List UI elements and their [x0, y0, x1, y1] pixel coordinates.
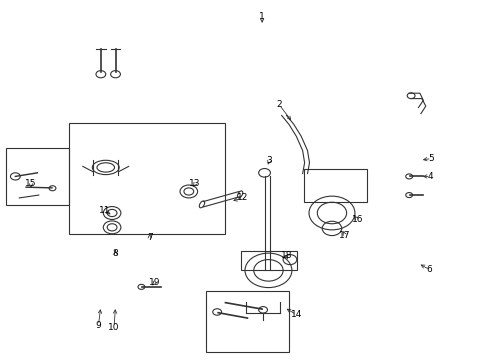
Text: 8: 8 — [113, 249, 119, 258]
Text: 12: 12 — [237, 193, 248, 202]
Text: 2: 2 — [276, 100, 282, 109]
Text: 9: 9 — [96, 321, 101, 330]
Text: 19: 19 — [149, 278, 161, 287]
Text: 3: 3 — [267, 156, 272, 165]
Bar — [206, 291, 289, 352]
Text: 13: 13 — [190, 179, 201, 188]
Bar — [241, 251, 297, 270]
Text: 11: 11 — [98, 206, 110, 215]
Text: 16: 16 — [352, 215, 363, 224]
Text: 10: 10 — [108, 323, 120, 332]
Bar — [5, 148, 69, 205]
Text: 1: 1 — [259, 12, 265, 21]
Text: 14: 14 — [291, 310, 302, 319]
Text: 15: 15 — [25, 179, 37, 188]
Text: 17: 17 — [340, 231, 351, 240]
Text: 5: 5 — [429, 154, 435, 163]
Text: 7: 7 — [147, 233, 152, 242]
Text: 18: 18 — [281, 251, 292, 260]
Bar — [69, 123, 225, 234]
Bar — [304, 169, 367, 202]
Text: 6: 6 — [427, 265, 433, 274]
Text: 4: 4 — [428, 172, 434, 181]
